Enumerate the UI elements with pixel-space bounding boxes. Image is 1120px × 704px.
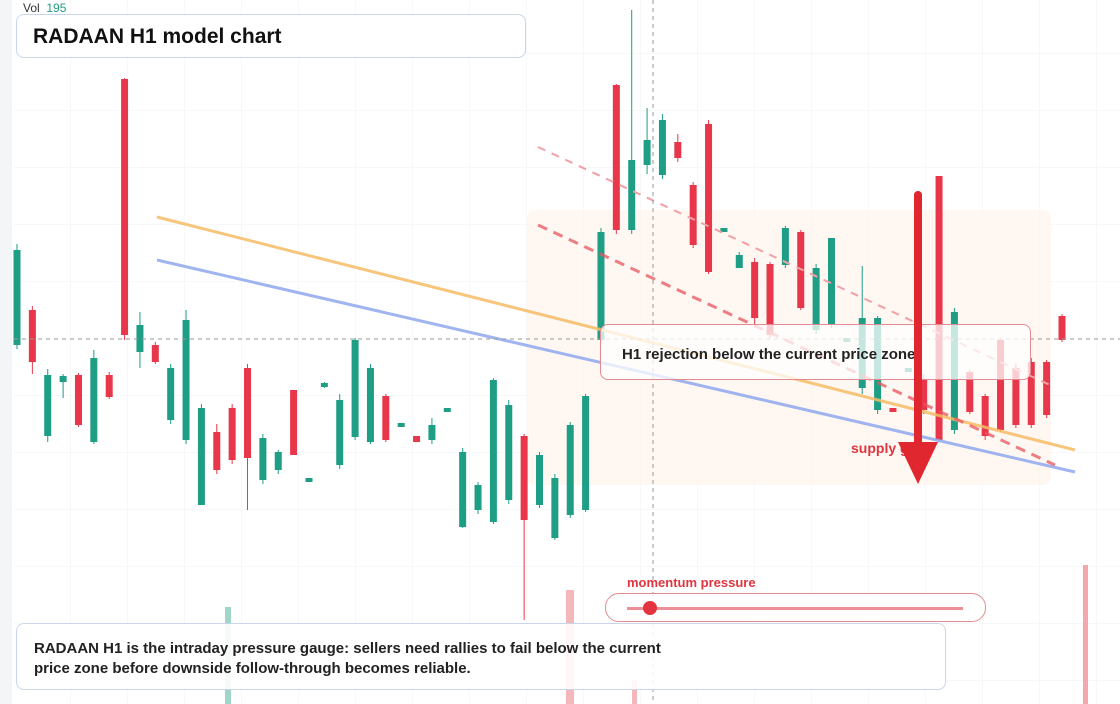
candle-body — [766, 264, 774, 335]
candle-body — [1012, 368, 1020, 425]
candle-body — [459, 452, 467, 527]
candle-body — [74, 375, 82, 425]
candle-body — [167, 368, 175, 420]
candle-body — [274, 452, 282, 470]
candle-body — [1058, 316, 1066, 340]
candle-body — [505, 405, 513, 500]
candle-body — [351, 340, 359, 437]
candle-body — [320, 383, 328, 387]
candle-body — [966, 372, 974, 412]
candle-body — [751, 262, 759, 318]
candle-body — [658, 120, 666, 175]
gauge-box — [605, 593, 986, 622]
candle-body — [597, 232, 605, 340]
candle-body — [997, 340, 1005, 430]
callout-text: H1 rejection below the current price zon… — [622, 346, 916, 363]
volume-value: 195 — [46, 1, 67, 15]
candle-body — [443, 408, 451, 412]
note-box: RADAAN H1 is the intraday pressure gauge… — [16, 623, 946, 690]
gauge-label: momentum pressure — [627, 575, 756, 590]
candle-body — [705, 124, 713, 272]
gauge-track — [627, 607, 963, 610]
candle-body — [551, 478, 559, 538]
candle-body — [628, 160, 636, 230]
candle-body — [151, 345, 159, 362]
title-box: RADAAN H1 model chart — [16, 14, 526, 58]
candle-body — [935, 176, 943, 440]
candle-body — [812, 268, 820, 330]
candle-body — [413, 436, 421, 442]
candle-body — [1027, 362, 1035, 425]
chart-title: RADAAN H1 model chart — [33, 25, 282, 48]
candle-body — [59, 376, 67, 382]
candle-body — [228, 408, 236, 460]
candle-body — [259, 438, 267, 480]
candle-body — [612, 85, 620, 230]
candle-body — [428, 425, 436, 440]
candle-body — [520, 436, 528, 520]
candle-body — [197, 408, 205, 505]
candle-body — [489, 380, 497, 522]
candle-body — [474, 485, 482, 510]
volume-bar — [1083, 565, 1088, 704]
candle-body — [28, 310, 36, 362]
candle-body — [136, 325, 144, 352]
volume-label: Vol — [23, 1, 40, 15]
candle-body — [13, 250, 21, 345]
candle-body — [244, 368, 252, 458]
candle-body — [336, 400, 344, 465]
note-text: RADAAN H1 is the intraday pressure gauge… — [34, 640, 661, 677]
candle-body — [397, 423, 405, 427]
candle-body — [213, 432, 221, 470]
candle-body — [290, 390, 298, 455]
candle-body — [827, 238, 835, 325]
candle-body — [1043, 362, 1051, 415]
candle-body — [536, 455, 543, 505]
candle-body — [720, 228, 728, 232]
candle-body — [305, 478, 313, 482]
candle-body — [582, 396, 590, 510]
candle-body — [735, 255, 743, 268]
candle-body — [981, 396, 989, 436]
candle-body — [781, 228, 789, 265]
dashed-line — [537, 223, 1056, 467]
zone-label: supply gate — [851, 440, 929, 456]
callout-box: H1 rejection below the current price zon… — [600, 324, 1031, 380]
candle-body — [674, 142, 682, 158]
candle-body — [105, 375, 113, 397]
candle-body — [643, 140, 651, 165]
volume-legend: Vol 195 — [23, 1, 66, 15]
volume-bar — [632, 680, 637, 704]
candle-body — [121, 79, 129, 335]
candle-body — [566, 425, 574, 515]
candle-body — [182, 320, 190, 440]
candle-body — [382, 396, 390, 440]
candle-body — [689, 185, 697, 245]
candle-body — [889, 408, 897, 412]
left-edge — [0, 0, 12, 704]
candle-body — [90, 358, 98, 442]
candle-body — [44, 375, 52, 436]
candle-body — [366, 368, 374, 442]
candle-body — [920, 380, 928, 410]
gauge-knob — [643, 601, 657, 615]
